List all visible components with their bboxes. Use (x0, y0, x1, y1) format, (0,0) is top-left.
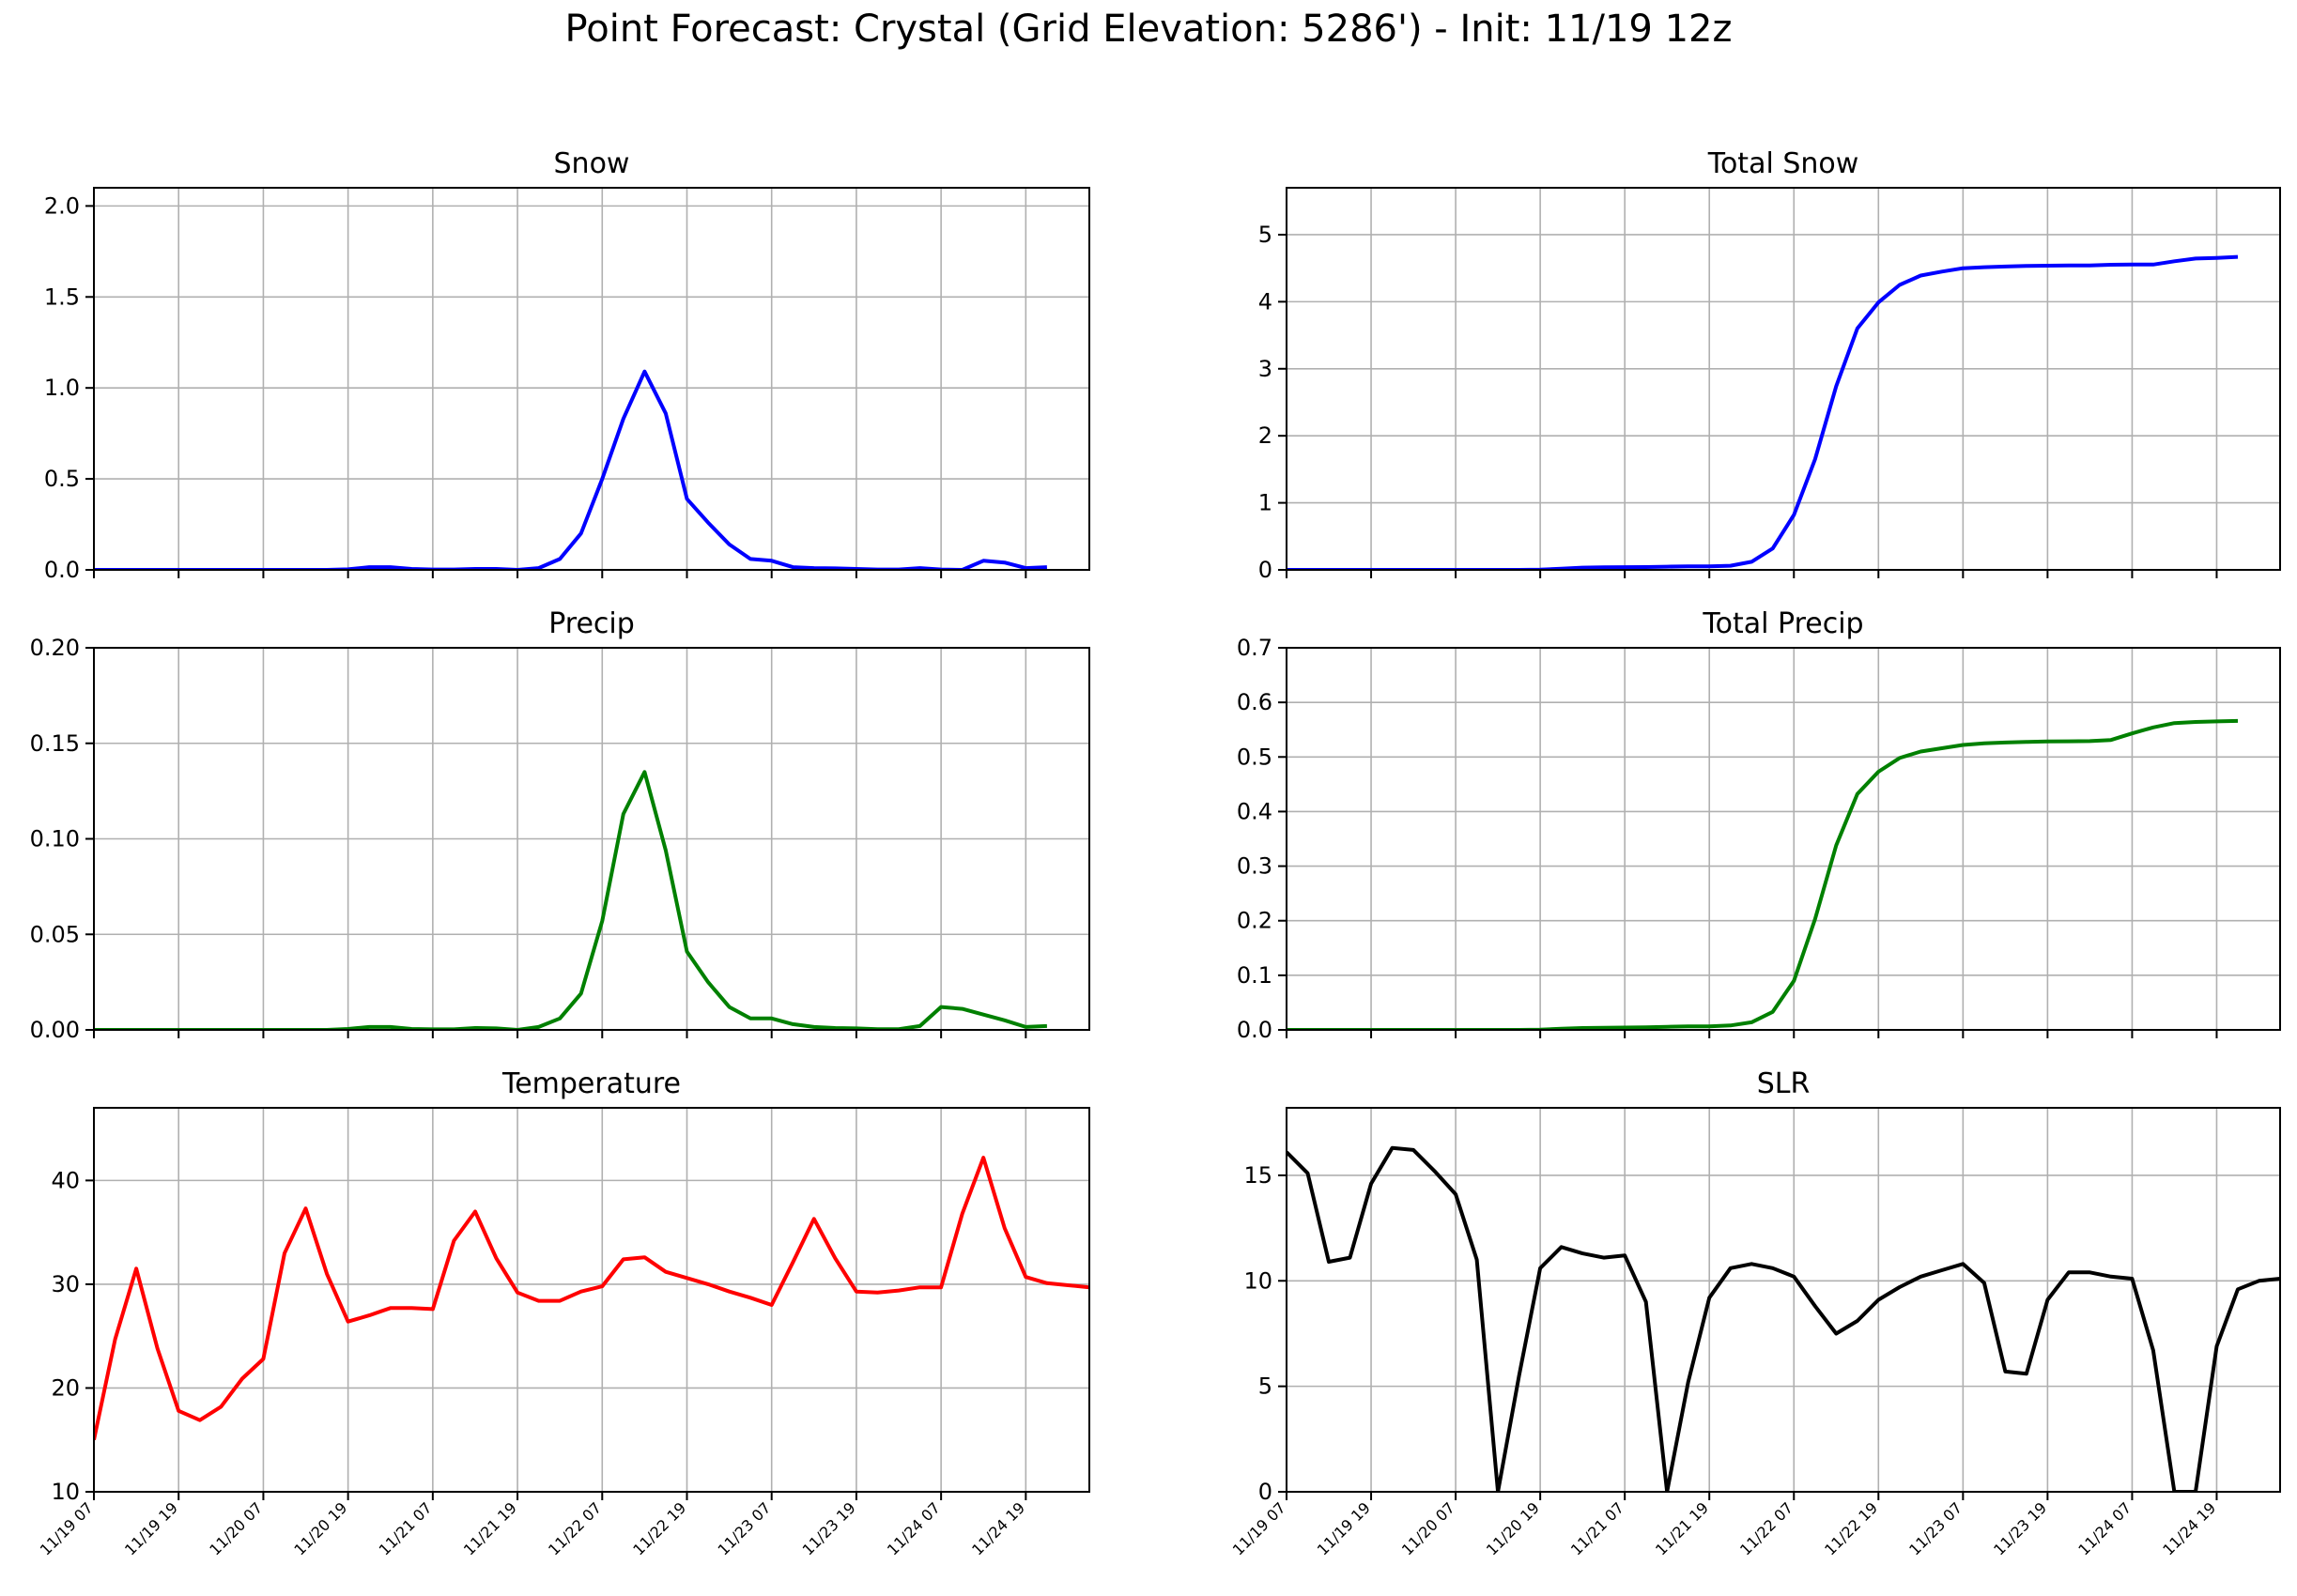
panel-slr: 0 5 10 15 11/19 07 11/19 19 11/20 07 11/20 19 11… (1229, 1067, 2281, 1558)
x-tick-label: 11/20 07 (1398, 1498, 1458, 1558)
series-line-temperature (94, 1156, 1089, 1441)
y-tick-label: 0.20 (30, 635, 80, 661)
x-tick-label: 11/24 07 (2074, 1498, 2135, 1558)
x-tick-label: 11/19 07 (1229, 1498, 1289, 1558)
panel-title: Snow (554, 147, 630, 180)
y-tick-label: 30 (51, 1271, 80, 1297)
x-tick-label: 11/20 19 (290, 1498, 350, 1558)
panel-title: Temperature (501, 1067, 681, 1100)
y-tick-label: 2.0 (44, 192, 80, 219)
axes-frame (1286, 1107, 2281, 1493)
x-tick-label: 11/19 19 (121, 1498, 181, 1558)
panel-title: Total Precip (1702, 607, 1863, 640)
x-tick-label: 11/23 19 (799, 1498, 859, 1558)
x-tick-label: 11/22 19 (1821, 1498, 1881, 1558)
y-tick-label: 20 (51, 1374, 80, 1401)
panel-total-precip: 0.0 0.1 0.2 0.3 0.4 0.5 0.6 0.7 Total Precip (1237, 607, 2281, 1043)
axes-frame (93, 1107, 1090, 1493)
y-tick-label: 0.0 (44, 557, 80, 583)
panel-title: Total Snow (1707, 147, 1859, 180)
figure-title: Point Forecast: Crystal (Grid Elevation:… (564, 8, 1733, 51)
y-tick-label: 10 (1243, 1267, 1272, 1294)
series-line-total-precip (1287, 718, 2239, 1030)
y-tick-label: 0.3 (1237, 853, 1272, 880)
x-tick-label: 11/23 19 (1990, 1498, 2050, 1558)
x-tick-label: 11/24 19 (968, 1498, 1028, 1558)
series-line-total-snow (1287, 254, 2239, 570)
y-tick-label: 1.5 (44, 284, 80, 310)
panel-title: Precip (548, 607, 635, 640)
axes-frame (93, 187, 1090, 571)
y-tick-label: 0.00 (30, 1017, 80, 1043)
x-tick-label: 11/22 07 (545, 1498, 605, 1558)
y-tick-label: 1.0 (44, 375, 80, 401)
panel-snow: 0.0 0.5 1.0 1.5 2.0 Snow (44, 147, 1090, 583)
series-line-precip (94, 770, 1047, 1030)
panel-total-snow: 0 1 2 3 4 5 Total Snow (1258, 147, 2281, 583)
series-line-snow (94, 369, 1047, 570)
y-tick-label: 2 (1258, 422, 1272, 449)
y-tick-label: 0.4 (1237, 798, 1272, 824)
x-tick-label: 11/24 19 (2159, 1498, 2219, 1558)
x-tick-label: 11/20 19 (1483, 1498, 1543, 1558)
y-tick-label: 5 (1258, 1373, 1272, 1400)
panel-temperature: 10 20 30 40 11/19 07 11/19 19 11/20 07 11/20 19… (37, 1067, 1090, 1558)
panel-title: SLR (1757, 1067, 1811, 1100)
y-tick-label: 4 (1258, 288, 1272, 315)
axes-frame (1286, 647, 2281, 1031)
y-tick-label: 0 (1258, 557, 1272, 583)
x-tick-label: 11/21 07 (376, 1498, 436, 1558)
y-tick-label: 0.5 (44, 466, 80, 492)
x-tick-label: 11/19 07 (37, 1498, 97, 1558)
y-tick-label: 0.0 (1237, 1017, 1272, 1043)
x-tick-label: 11/24 07 (884, 1498, 944, 1558)
y-tick-label: 0.2 (1237, 908, 1272, 934)
y-tick-label: 0.05 (30, 921, 80, 947)
y-tick-label: 5 (1258, 222, 1272, 248)
y-tick-label: 0.6 (1237, 689, 1272, 715)
y-tick-label: 0 (1258, 1479, 1272, 1505)
y-tick-label: 1 (1258, 490, 1272, 516)
x-tick-label: 11/21 19 (460, 1498, 520, 1558)
y-tick-label: 3 (1258, 356, 1272, 382)
y-tick-label: 0.10 (30, 826, 80, 852)
y-tick-label: 40 (51, 1167, 80, 1193)
series-line-slr (1287, 1145, 2280, 1492)
y-tick-label: 10 (51, 1479, 80, 1505)
axes-frame (1286, 187, 2281, 571)
y-tick-label: 0.5 (1237, 744, 1272, 770)
x-tick-label: 11/23 07 (714, 1498, 774, 1558)
y-tick-label: 15 (1243, 1162, 1272, 1189)
y-tick-label: 0.15 (30, 730, 80, 757)
x-tick-label: 11/20 07 (206, 1498, 266, 1558)
y-tick-label: 0.1 (1237, 962, 1272, 989)
x-tick-label: 11/23 07 (1905, 1498, 1966, 1558)
panel-precip: 0.00 0.05 0.10 0.15 0.20 Precip (30, 607, 1090, 1043)
y-tick-label: 0.7 (1237, 635, 1272, 661)
x-tick-label: 11/21 19 (1652, 1498, 1712, 1558)
x-tick-label: 11/22 19 (629, 1498, 689, 1558)
x-tick-label: 11/22 07 (1736, 1498, 1796, 1558)
x-tick-label: 11/21 07 (1567, 1498, 1627, 1558)
x-tick-label: 11/19 19 (1314, 1498, 1374, 1558)
